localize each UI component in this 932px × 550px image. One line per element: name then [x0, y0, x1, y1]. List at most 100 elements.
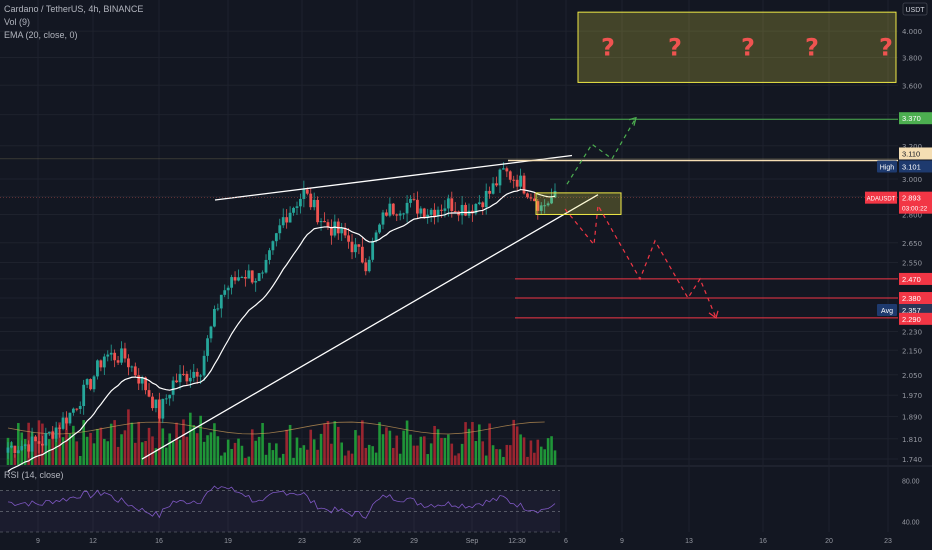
volume-bar — [233, 442, 237, 465]
candle-body — [123, 348, 127, 359]
candle-body — [347, 235, 350, 242]
volume-bar — [271, 450, 275, 465]
bearish-projection-path — [564, 203, 717, 319]
volume-bar — [254, 440, 257, 465]
level-badge-value: 2.357 — [902, 306, 921, 315]
volume-bar — [216, 436, 220, 465]
volume-bar — [264, 454, 268, 465]
volume-bar — [54, 427, 58, 465]
volume-bar — [261, 422, 264, 465]
volume-bar — [72, 425, 75, 465]
question-mark: ? — [741, 33, 755, 61]
volume-bar — [230, 448, 233, 465]
candle-body — [495, 183, 498, 186]
volume-bar — [333, 421, 337, 465]
volume-bar — [23, 439, 27, 465]
volume-bar — [89, 432, 92, 465]
candle-body — [34, 436, 37, 442]
volume-bar — [175, 422, 178, 465]
volume-bar — [323, 423, 326, 465]
volume-bar — [422, 436, 426, 465]
candle-body — [405, 202, 409, 214]
candle-body — [264, 259, 268, 273]
currency-label-bg — [902, 2, 928, 16]
candle-body — [357, 244, 361, 247]
candle-body — [412, 198, 416, 200]
volume-bar — [519, 434, 522, 465]
candle-body — [109, 352, 113, 355]
candle-body — [213, 308, 216, 327]
chart-title: Cardano / TetherUS, 4h, BINANCE — [4, 4, 144, 14]
candle-body — [51, 431, 55, 439]
candle-body — [164, 398, 168, 400]
time-axis: 9 12 16 19 23 26 29 Sep 12:30 6 9 13 16 20 23 — [36, 0, 892, 545]
volume-bar — [306, 449, 309, 465]
volume-bar — [436, 429, 440, 465]
level-badge-3370: 3.370 — [899, 112, 932, 125]
candle-body — [453, 211, 457, 213]
candle-body — [446, 198, 450, 209]
volume-bar — [192, 425, 196, 465]
candle-body — [96, 360, 99, 377]
price-tick-label: 3.200 — [902, 143, 922, 151]
bullish-arrowhead — [628, 116, 637, 126]
volume-bar — [498, 449, 502, 465]
candle-body — [85, 379, 89, 385]
candle-body — [498, 169, 502, 186]
level-badge-bg — [899, 147, 932, 160]
volume-bar — [75, 441, 79, 465]
candle-body — [133, 366, 137, 376]
level-badge-2470: 2.470 — [899, 272, 932, 285]
rsi-band-fill — [0, 490, 560, 532]
candle-body — [391, 203, 395, 215]
time-tick-label: 12 — [89, 538, 97, 545]
candle-body — [257, 273, 261, 282]
time-tick-label: 26 — [353, 538, 361, 545]
volume-bar — [278, 457, 282, 465]
volume-bar — [529, 440, 533, 465]
volume-bar — [137, 421, 141, 465]
volume-bar — [326, 421, 330, 465]
level-badge-value: 2.470 — [902, 275, 921, 284]
candle-body — [188, 377, 192, 382]
volume-bar — [402, 430, 405, 465]
candle-body — [178, 373, 182, 383]
volume-bar — [133, 442, 137, 465]
volume-bar — [116, 446, 120, 465]
volume-bar — [185, 436, 189, 465]
candle-body — [288, 212, 292, 223]
level-badge-2380: 2.380 — [899, 292, 932, 305]
candle-body — [147, 390, 151, 397]
volume-bar — [464, 422, 467, 465]
candle-body — [30, 436, 34, 452]
volume-bar — [550, 436, 553, 465]
candle-body — [99, 360, 103, 368]
price-tick-label: 2.150 — [902, 347, 922, 355]
candle-body — [230, 277, 234, 288]
level-badge-3110: 3.110 — [899, 147, 932, 160]
price-tick-label: 1.970 — [902, 392, 922, 400]
volume-bar — [429, 443, 433, 465]
currency-label-text: USDT — [905, 7, 925, 14]
candle-body — [367, 259, 371, 272]
volume-bar — [374, 452, 378, 465]
candle-body — [23, 444, 27, 447]
volume-bar — [312, 439, 316, 465]
level-badge-bg — [899, 160, 932, 173]
candle-body — [450, 198, 454, 212]
volume-bar — [10, 442, 13, 465]
consolidation-zone — [535, 192, 622, 215]
candle-body — [202, 355, 206, 376]
symbol-tag-bg — [865, 191, 897, 204]
rsi-indicator-label: RSI (14, close) — [4, 470, 64, 480]
volume-bar — [533, 452, 536, 465]
candle-body — [130, 366, 134, 368]
volume-bar — [505, 444, 509, 465]
time-tick-label: 29 — [410, 538, 418, 545]
candle-body — [364, 262, 368, 272]
level-tag-bg — [877, 304, 897, 317]
candle-body — [295, 206, 299, 208]
candle-body — [27, 444, 31, 452]
candle-body — [550, 197, 553, 204]
